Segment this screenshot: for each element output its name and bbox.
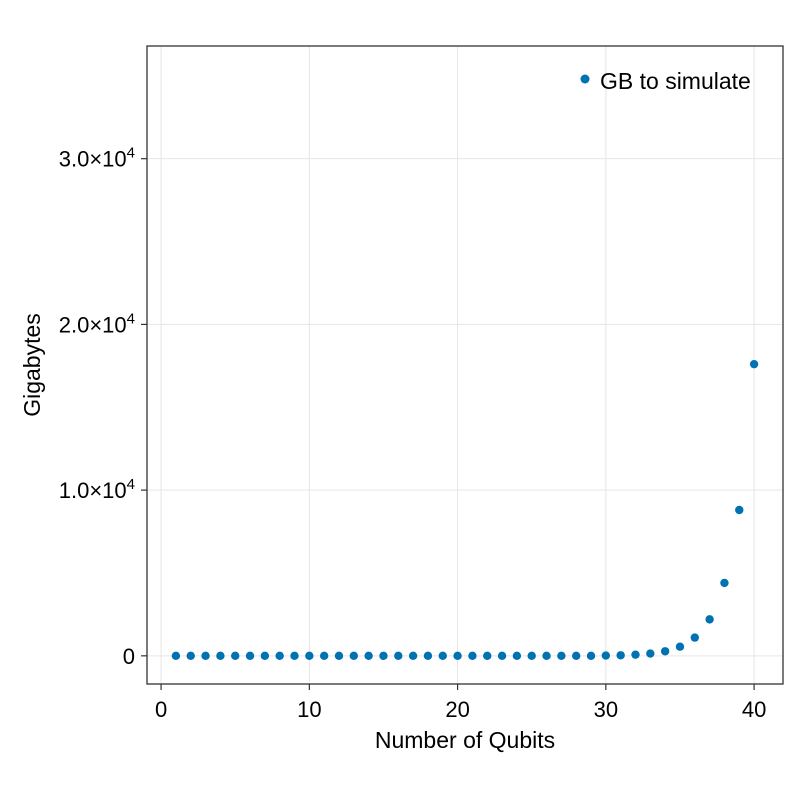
legend: GB to simulate: [580, 68, 751, 94]
data-point: [453, 651, 462, 661]
x-tick-label: 10: [297, 697, 321, 722]
data-point: [423, 651, 433, 661]
data-point: [468, 651, 477, 661]
data-point: [319, 651, 329, 661]
y-tick-label-base: 3.0×10: [59, 147, 127, 172]
y-tick-label-base: 0: [123, 644, 135, 669]
data-point: [438, 651, 447, 661]
y-tick-label: 0: [123, 644, 135, 669]
data-point: [586, 651, 596, 661]
data-point: [483, 651, 492, 661]
data-point: [571, 651, 581, 661]
data-point: [379, 651, 388, 661]
data-point: [275, 651, 284, 661]
y-tick-label-base: 1.0×10: [59, 478, 127, 503]
data-point: [349, 651, 359, 661]
data-point: [305, 651, 314, 661]
data-point: [290, 651, 299, 661]
data-point: [186, 651, 195, 661]
data-point: [720, 578, 729, 588]
x-tick-label: 30: [594, 697, 618, 722]
data-point: [394, 651, 403, 661]
data-point: [660, 647, 670, 656]
data-point: [512, 651, 522, 661]
y-tick-label: 1.0×104: [59, 476, 135, 503]
data-point: [646, 649, 655, 658]
data-point: [408, 651, 418, 661]
data-point: [334, 651, 344, 661]
x-tick-label: 20: [445, 697, 469, 722]
y-tick-label-exponent: 4: [127, 476, 135, 493]
x-tick-label: 0: [155, 697, 167, 722]
data-point: [171, 651, 181, 661]
x-axis-label: Number of Qubits: [375, 727, 555, 753]
y-axis-label: Gigabytes: [19, 313, 45, 417]
data-point: [216, 651, 225, 661]
plot-frame: [146, 45, 784, 685]
data-point: [735, 505, 744, 515]
x-tick-label: 40: [742, 697, 766, 722]
y-tick-label-base: 2.0×10: [59, 312, 127, 337]
data-point: [749, 359, 759, 369]
data-point: [527, 651, 536, 661]
y-tick-label-exponent: 4: [127, 310, 135, 327]
y-tick-label: 3.0×104: [59, 145, 135, 172]
y-tick-label: 2.0×104: [59, 310, 135, 337]
data-points: [171, 359, 759, 661]
legend-marker: [580, 74, 590, 84]
data-point: [364, 651, 373, 661]
data-point: [260, 651, 270, 661]
data-point: [557, 651, 566, 661]
data-point: [675, 642, 685, 651]
data-point: [231, 651, 240, 661]
data-point: [245, 651, 255, 661]
data-point: [201, 651, 210, 661]
data-point: [542, 651, 551, 661]
data-point: [631, 650, 640, 659]
data-point: [497, 651, 507, 661]
data-point: [616, 651, 625, 660]
data-point: [705, 615, 714, 624]
y-tick-label-exponent: 4: [127, 145, 135, 162]
legend-label: GB to simulate: [600, 68, 751, 94]
data-point: [601, 651, 611, 660]
data-point: [690, 633, 699, 642]
